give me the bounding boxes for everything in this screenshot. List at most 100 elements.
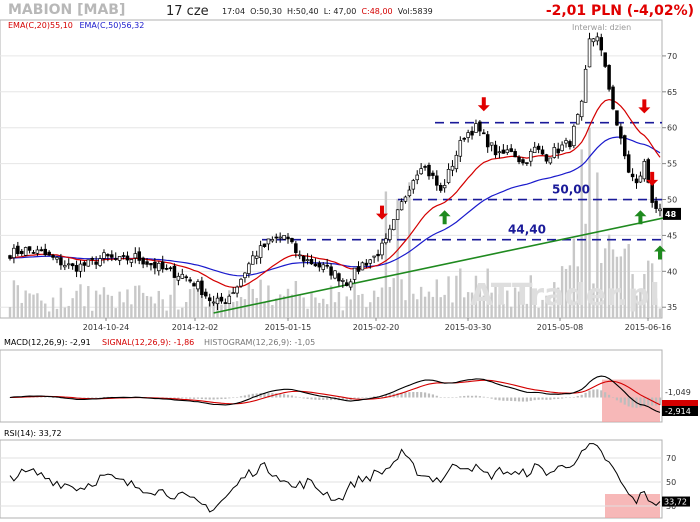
candle-body [540, 149, 545, 155]
histogram-bar [247, 394, 250, 398]
candle-body [133, 253, 138, 259]
volume-bar [541, 299, 544, 318]
candle-body [117, 256, 122, 261]
level-label: 50,00 [552, 183, 590, 197]
candle-body [211, 301, 216, 304]
rsi-value-label: 33,72 [664, 498, 687, 507]
candle-body [19, 250, 24, 254]
histogram-bar [95, 397, 98, 399]
rsi-label: RSI(14): 33,72 [4, 429, 62, 438]
volume-bar [106, 294, 110, 318]
volume-bar [529, 275, 532, 318]
arrow-down-icon [638, 99, 651, 114]
volume-bar [290, 294, 294, 318]
candle-body [106, 254, 110, 257]
histogram-bar [32, 397, 35, 398]
candle-body [258, 245, 263, 258]
candle-body [286, 236, 290, 240]
histogram-bar [568, 397, 572, 399]
volume-bar [510, 306, 513, 318]
volume-bar [408, 182, 411, 318]
price-tick-label: 60 [667, 124, 677, 133]
volume-bar [423, 296, 427, 318]
candle-body [164, 268, 169, 270]
macd-tick-label: -1,049 [665, 388, 691, 397]
candle-body [90, 258, 94, 260]
last-price-box [663, 207, 681, 220]
candle-body [125, 255, 130, 261]
candle-body [298, 254, 302, 257]
candle-body [360, 262, 365, 271]
close-value: C:48,00 [361, 7, 393, 16]
price-tick-label: 50 [667, 196, 677, 205]
candle-body [446, 168, 451, 184]
volume-bar [603, 248, 607, 318]
histogram-bar [412, 391, 415, 398]
volume-bar [435, 279, 439, 318]
histogram-bar [302, 397, 305, 399]
histogram-bar [345, 397, 348, 401]
volume-bar [79, 284, 82, 318]
candle-body [137, 251, 141, 261]
candle-body [501, 149, 506, 154]
volume-bar [231, 301, 235, 318]
histogram-bar [306, 397, 309, 399]
candle-body [70, 263, 75, 267]
volume-bar [580, 149, 583, 318]
volume-bar [20, 302, 23, 318]
candle-body [623, 135, 627, 157]
volume-bar [494, 284, 497, 318]
volume-bar [584, 223, 587, 318]
ohlc-readout: 17:04 O:50,30 H:50,40 L: 47,00 C:48,00 V… [222, 7, 433, 16]
volume-bar [228, 290, 231, 318]
candle-body [23, 247, 28, 256]
histogram-bar [447, 397, 450, 399]
candle-body [337, 273, 341, 282]
volume-bar [639, 289, 642, 318]
candle-body [78, 263, 83, 272]
histogram-bar [373, 396, 376, 398]
candle-body [391, 219, 396, 230]
volume-bar [44, 303, 47, 318]
histogram-bar [490, 397, 493, 399]
level-label: 44,40 [508, 223, 546, 237]
volume-bar [357, 295, 360, 318]
volume-bar [138, 285, 141, 318]
histogram-bar [576, 395, 579, 398]
candle-body [333, 270, 337, 279]
candle-body [55, 257, 59, 260]
candle-body [568, 141, 572, 148]
candle-body [160, 261, 165, 270]
volume-bar [294, 280, 298, 318]
volume-bar [118, 291, 121, 318]
volume-bar [635, 295, 638, 318]
volume-bar [243, 299, 247, 318]
histogram-bar [459, 396, 462, 398]
histogram-bar [290, 395, 294, 398]
arrow-up-icon [654, 245, 666, 260]
volume-bar [631, 274, 634, 318]
level-lines: 50,00 44,40 [213, 121, 667, 314]
volume-bar [341, 310, 345, 318]
volume-bar [173, 278, 176, 318]
volume-bar [75, 290, 78, 318]
candle-body [247, 263, 251, 274]
volume-bar [302, 297, 305, 318]
low-value: L: 47,00 [323, 7, 357, 16]
candle-body [619, 126, 623, 139]
histogram-bar [322, 397, 325, 400]
candle-body [450, 165, 455, 171]
candle-body [227, 295, 232, 305]
trend-line [213, 216, 667, 314]
candle-body [411, 180, 416, 190]
candle-body [536, 145, 541, 150]
volume-bar [255, 297, 258, 318]
candle-body [427, 164, 431, 177]
histogram-bar [427, 393, 431, 398]
candle-body [180, 273, 185, 279]
histogram-bar [318, 397, 321, 400]
candle-body [615, 110, 619, 126]
candle-body [66, 263, 71, 266]
histogram-bar [255, 393, 258, 398]
histogram-bar [243, 395, 247, 398]
